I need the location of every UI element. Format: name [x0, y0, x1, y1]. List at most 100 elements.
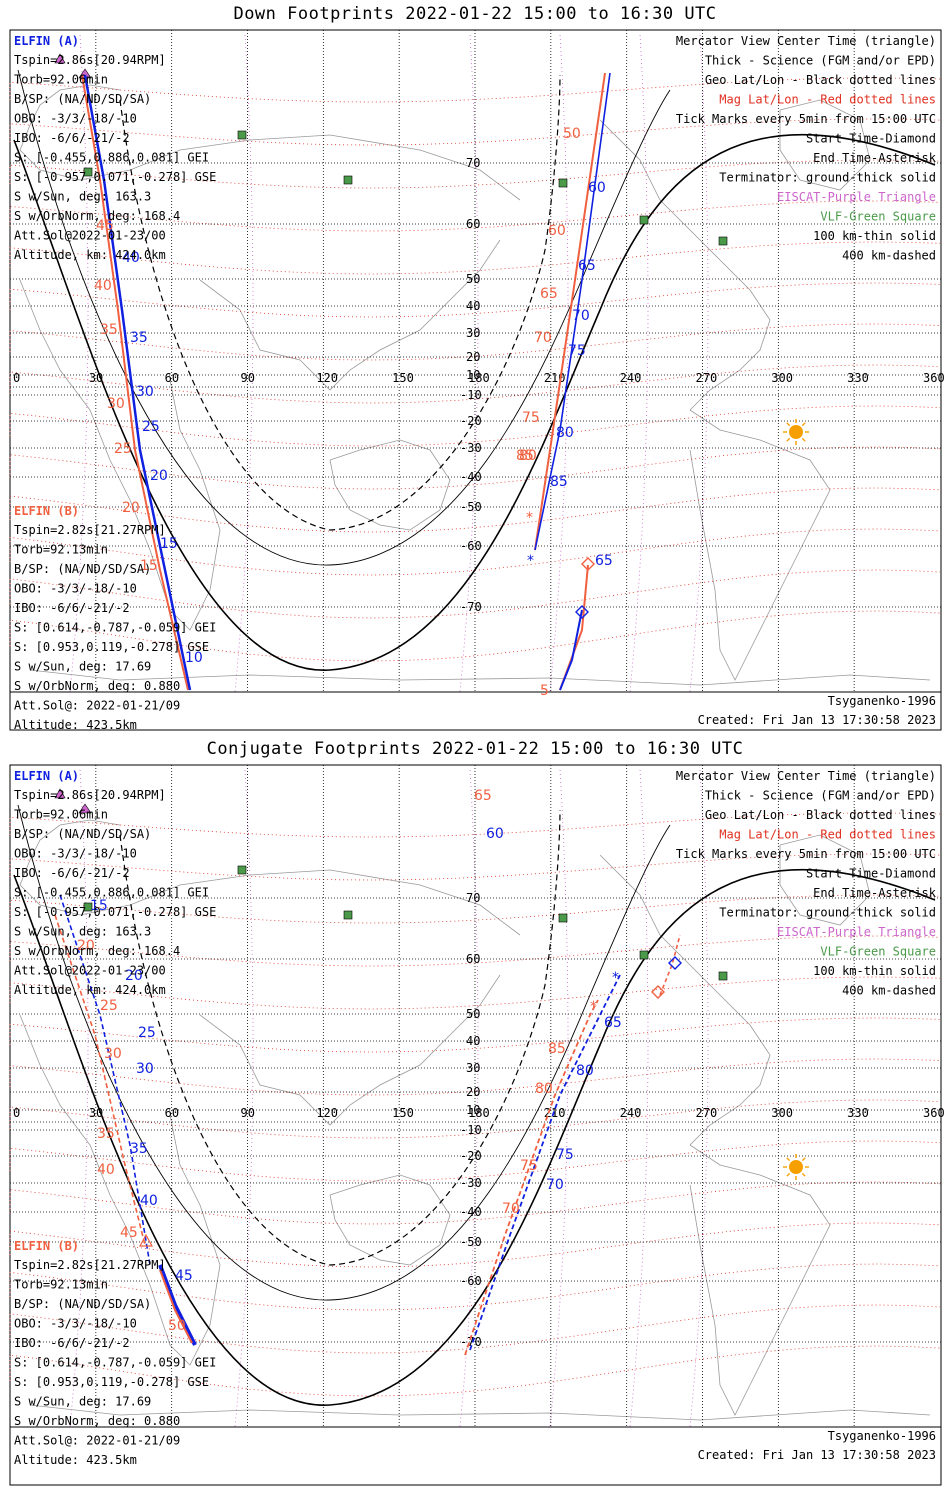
lat-tick-label: 40 — [466, 1034, 480, 1048]
mag-meridian-5 — [689, 34, 709, 693]
lat-tick-label: -60 — [460, 539, 482, 553]
lon-tick-label: 150 — [392, 1106, 414, 1120]
mag-meridian-3 — [549, 34, 569, 693]
elfin-b-tick-label: 5 — [540, 683, 549, 699]
geo-grid — [10, 765, 941, 1427]
elfin-a-info-line: OBO: -3/3/-18/-10 — [14, 847, 137, 861]
legend-entry: Geo Lat/Lon - Black dotted lines — [705, 73, 936, 87]
lat-tick-label: -60 — [460, 1274, 482, 1288]
elfin-a-tick-label: 30 — [136, 1061, 154, 1077]
lat-tick-label: 70 — [466, 156, 480, 170]
lat-tick-label: -10 — [460, 388, 482, 402]
sun-ray — [801, 422, 806, 427]
legend-entry: Start Time-Diamond — [806, 132, 936, 146]
elfin-a-south-track — [559, 609, 583, 691]
elfin-a-info-line: Tspin=2.86s[20.94RPM] — [14, 788, 166, 802]
elfin-b-name: ELFIN (B) — [14, 504, 79, 518]
sun-icon — [789, 1160, 803, 1174]
elfin-a-east-track — [469, 974, 621, 1351]
sun-icon — [789, 425, 803, 439]
elfin-b-center-triangle — [138, 1233, 154, 1247]
mag-lon-lines — [69, 34, 709, 693]
lon-tick-label: 300 — [771, 371, 793, 385]
mag-lat-line-7 — [9, 1099, 941, 1139]
mag-lat-line-11 — [9, 528, 941, 576]
elfin-b-tick-label: 35 — [100, 322, 118, 338]
sun-ray — [786, 422, 791, 427]
legend-entry: VLF-Green Square — [820, 945, 936, 959]
elfin-b-east-track — [464, 999, 599, 1356]
terminator-ground — [13, 868, 936, 1406]
lon-tick-label: 360 — [923, 1106, 945, 1120]
mag-meridian-2 — [459, 34, 479, 693]
elfin-a-name: ELFIN (A) — [14, 34, 79, 48]
conjugate-footprints-title: Conjugate Footprints 2022-01-22 15:00 to… — [206, 739, 744, 759]
lon-tick-label: 0 — [13, 1106, 20, 1120]
elfin-a-end-asterisk: * — [612, 970, 619, 986]
sun-ray — [801, 437, 806, 442]
elfin-b-tick-label: 40 — [94, 278, 112, 294]
lon-tick-label: 300 — [771, 1106, 793, 1120]
terminator-100km — [17, 804, 671, 1301]
elfin-b-tick-label: 70 — [534, 330, 552, 346]
legend-entry: Tick Marks every 5min from 15:00 UTC — [676, 112, 936, 126]
elfin-b-info-line: IBO: -6/6/-21/-2 — [14, 601, 130, 615]
elfin-b-info-line: S: [0.953,0.119,-0.278] GSE — [14, 1375, 209, 1389]
coastline-2 — [199, 974, 501, 1126]
mag-lat-line-12 — [9, 569, 941, 619]
elfin-a-tick-label: 80 — [576, 1063, 594, 1079]
created-timestamp: Created: Fri Jan 13 17:30:58 2023 — [698, 713, 936, 727]
elfin-b-info-line: S w/Sun, deg: 17.69 — [14, 660, 151, 674]
mag-lat-line-1 — [9, 118, 941, 146]
mag-lat-line-0 — [9, 812, 941, 838]
terminator-100km — [17, 69, 671, 566]
elfin-b-tick-label: 75 — [520, 1158, 538, 1174]
elfin-a-info-line: Torb=92.06min — [14, 73, 108, 87]
vlf-station-square — [237, 130, 247, 140]
legend-entry: Terminator: ground-thick solid — [719, 906, 936, 920]
lat-tick-label: 10 — [466, 1103, 480, 1117]
lon-tick-label: 120 — [316, 371, 338, 385]
lat-tick-label: 50 — [466, 272, 480, 286]
elfin-a-tick-label: 45 — [175, 1268, 193, 1284]
elfin-b-tick-label: 80 — [519, 448, 537, 464]
elfin-a-info-line: S w/OrbNorm, deg: 168.4 — [14, 209, 180, 223]
coastline-1 — [19, 279, 221, 631]
sun-ray — [801, 1157, 806, 1162]
legend-entry: Mag Lat/Lon - Red dotted lines — [719, 828, 936, 842]
elfin-a-tick-label: 65 — [578, 258, 596, 274]
mag-meridian-1 — [234, 34, 254, 693]
elfin-b-info-line: B/SP: (NA/ND/SD/SA) — [14, 562, 151, 576]
vlf-station-square — [639, 215, 649, 225]
mag-lat-lines — [9, 812, 941, 1397]
lat-tick-label: 70 — [466, 891, 480, 905]
lat-tick-label: -50 — [460, 500, 482, 514]
mag-meridian-5 — [689, 769, 709, 1428]
lat-tick-label: 30 — [466, 1061, 480, 1075]
elfin-a-tick-label: 10 — [185, 650, 203, 666]
elfin-b-info-line: IBO: -6/6/-21/-2 — [14, 1336, 130, 1350]
lat-tick-label: -70 — [460, 600, 482, 614]
elfin-a-west-track — [83, 74, 192, 691]
legend-entry: Tick Marks every 5min from 15:00 UTC — [676, 847, 936, 861]
elfin-b-info-line: S w/OrbNorm, deg: 0.880 — [14, 679, 180, 693]
elfin-a-tick-label: 70 — [572, 308, 590, 324]
elfin-b-tick-label: 45 — [96, 218, 114, 234]
elfin-a-science-track — [158, 1264, 197, 1346]
elfin-b-west-track — [81, 74, 189, 691]
elfin-a-info-line: IBO: -6/6/-21/-2 — [14, 131, 130, 145]
lat-tick-label: 20 — [466, 1085, 480, 1099]
elfin-b-tick-label: 60 — [548, 223, 566, 239]
coastline-1 — [19, 1014, 221, 1366]
mag-lat-line-1 — [9, 853, 941, 881]
elfin-b-info-line: Att.Sol@: 2022-01-21/09 — [14, 1434, 180, 1448]
elfin-a-tick-label: 65 — [604, 1015, 622, 1031]
lat-tick-label: -30 — [460, 441, 482, 455]
vlf-station-square — [639, 950, 649, 960]
legend-entry: EISCAT-Purple Triangle — [777, 190, 936, 204]
mag-meridian-2 — [459, 769, 479, 1428]
lon-tick-label: 330 — [847, 371, 869, 385]
elfin-b-north-track — [659, 934, 681, 996]
lon-tick-label: 270 — [696, 371, 718, 385]
